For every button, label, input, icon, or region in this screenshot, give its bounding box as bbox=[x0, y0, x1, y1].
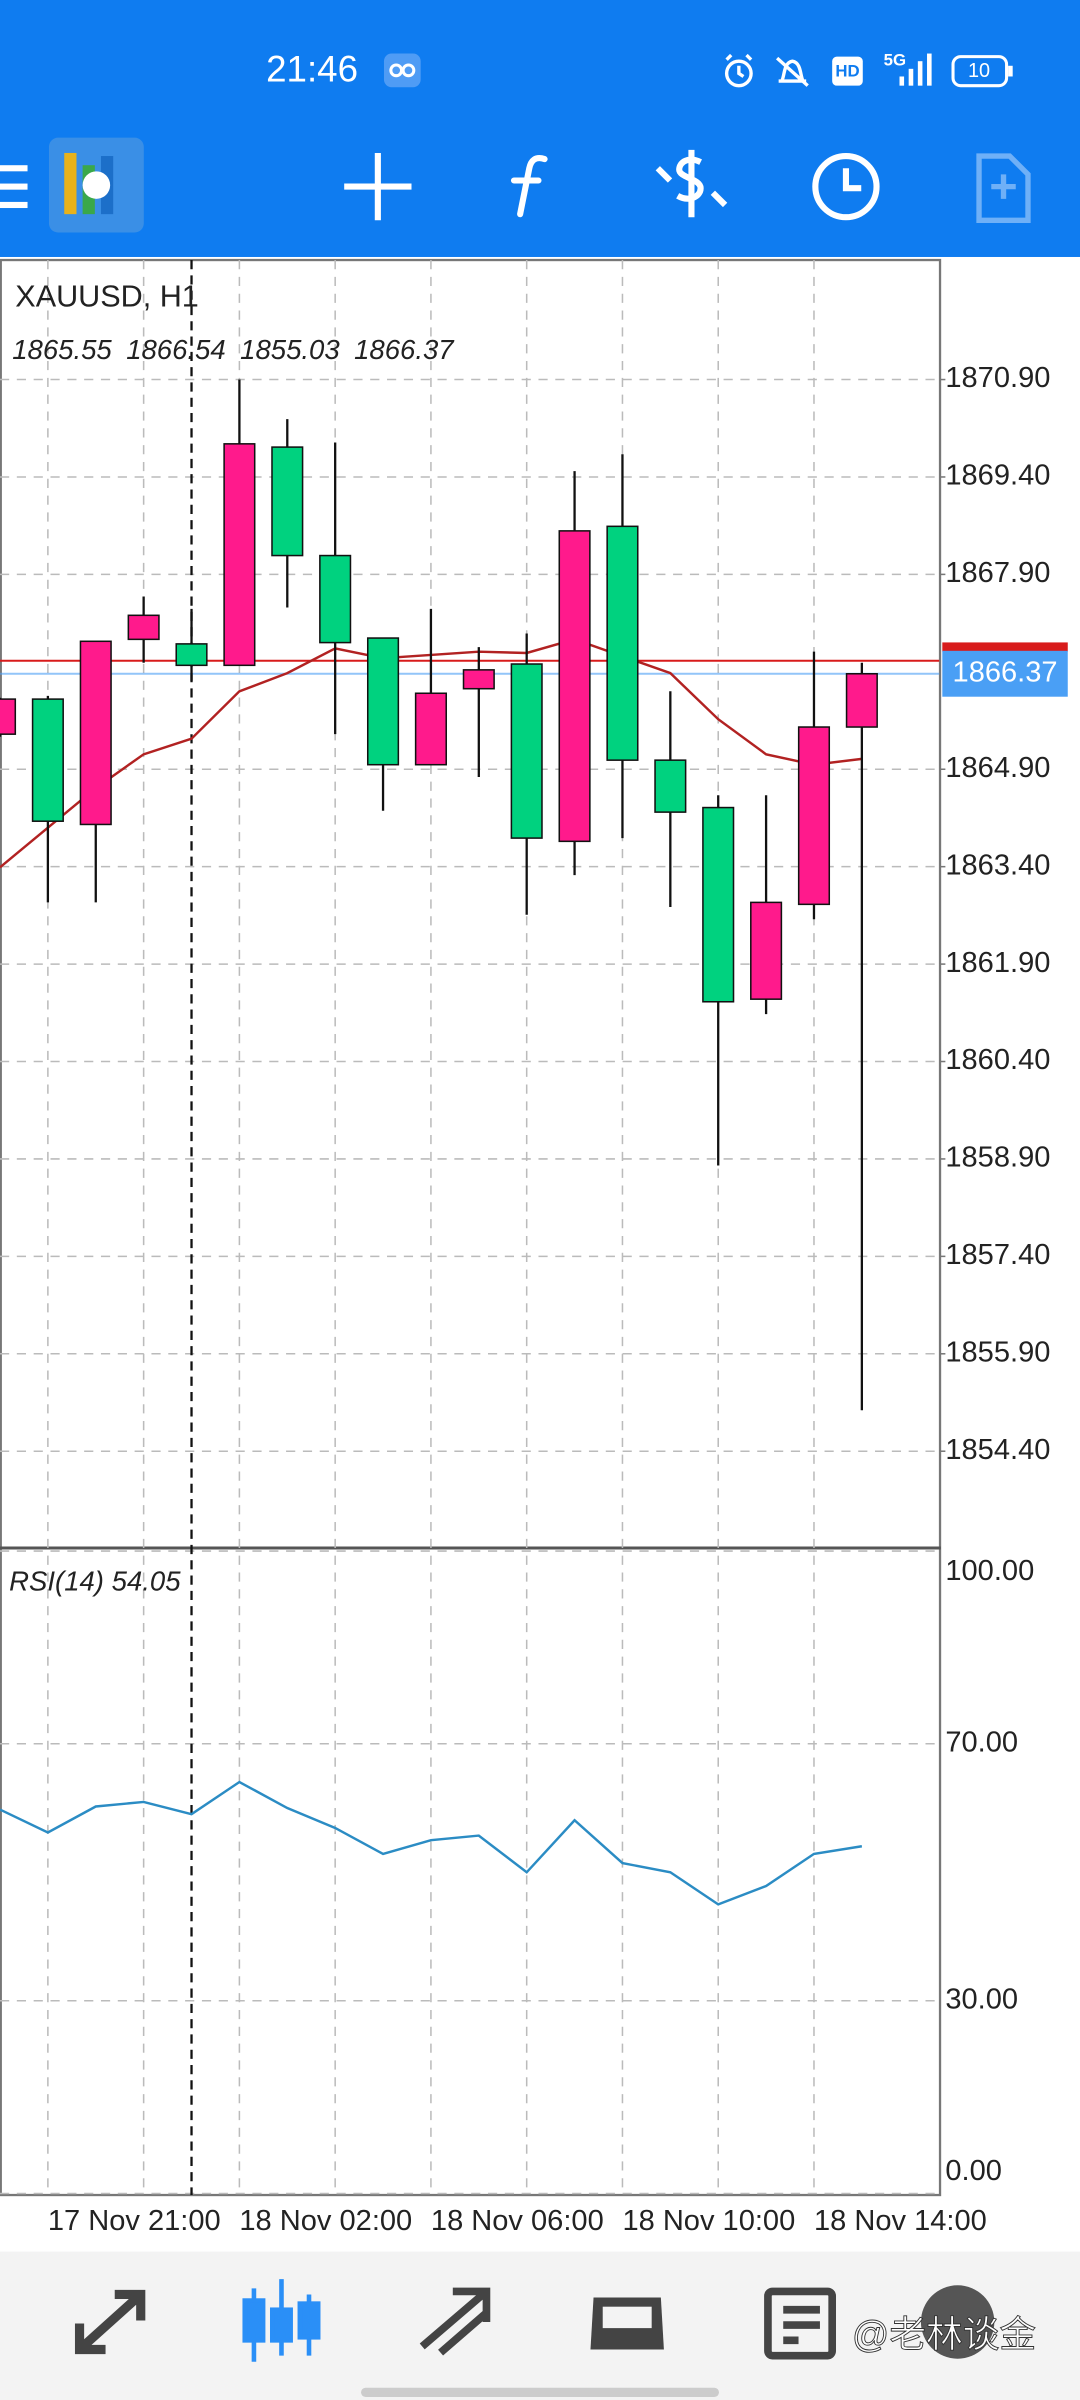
app-header bbox=[0, 0, 1080, 257]
battery-tip bbox=[1008, 65, 1013, 77]
crosshair-button[interactable] bbox=[344, 152, 412, 221]
chart-tab[interactable] bbox=[242, 2279, 321, 2362]
y-tick-label: 1869.40 bbox=[945, 460, 1050, 492]
battery-icon bbox=[951, 55, 1009, 88]
y-tick-label: 100.00 bbox=[945, 1555, 1034, 1587]
network-label: 5G bbox=[884, 51, 906, 70]
rsi-value: 54.05 bbox=[112, 1565, 182, 1596]
signal-icon bbox=[899, 53, 932, 86]
y-tick-label: 1855.90 bbox=[945, 1336, 1050, 1368]
mute-icon bbox=[775, 56, 809, 87]
chart-frame bbox=[0, 258, 942, 2197]
ohlc-close: 1866.37 bbox=[354, 334, 455, 365]
y-tick-label: 1861.90 bbox=[945, 947, 1050, 979]
candle-body bbox=[606, 525, 639, 761]
y-tick-label: 1860.40 bbox=[945, 1044, 1050, 1076]
new-order-button[interactable] bbox=[976, 153, 1031, 223]
ohlc-high: 1866.54 bbox=[126, 334, 225, 365]
infinity-icon bbox=[383, 53, 421, 88]
news-tab[interactable] bbox=[764, 2287, 837, 2360]
battery-level: 10 bbox=[968, 60, 990, 82]
home-indicator bbox=[361, 2387, 719, 2397]
hd-badge bbox=[832, 56, 863, 86]
y-tick-label: 1870.90 bbox=[945, 362, 1050, 394]
x-tick-label: 18 Nov 02:00 bbox=[239, 2205, 412, 2237]
menu-button[interactable] bbox=[0, 165, 28, 209]
candle-body bbox=[797, 726, 831, 906]
candle-body bbox=[366, 637, 400, 766]
candle-body bbox=[845, 673, 878, 728]
y-tick-label: 1867.90 bbox=[945, 557, 1050, 589]
candle-body bbox=[223, 443, 256, 667]
y-tick-label: 0.00 bbox=[945, 2155, 1002, 2187]
rsi-title: RSI(14) bbox=[9, 1565, 104, 1596]
clock: 21:46 bbox=[266, 49, 358, 90]
history-tab[interactable] bbox=[590, 2297, 664, 2350]
candle-body bbox=[702, 806, 735, 1003]
ask-price-box bbox=[942, 642, 1068, 652]
y-tick-label: 30.00 bbox=[945, 1983, 1018, 2015]
candle-body bbox=[127, 614, 160, 641]
hd-label: HD bbox=[835, 61, 859, 80]
bottom-nav bbox=[0, 2251, 1080, 2400]
y-tick-label: 1854.40 bbox=[945, 1434, 1050, 1466]
trade-button[interactable] bbox=[655, 149, 728, 218]
ohlc-open: 1865.55 bbox=[12, 334, 112, 365]
quotes-tab[interactable] bbox=[74, 2289, 146, 2355]
x-tick-label: 18 Nov 06:00 bbox=[431, 2205, 604, 2237]
x-tick-label: 17 Nov 21:00 bbox=[48, 2205, 221, 2237]
x-tick-label: 18 Nov 10:00 bbox=[622, 2205, 795, 2237]
candle-body bbox=[510, 663, 543, 839]
profile-tab[interactable] bbox=[920, 2285, 995, 2359]
y-tick-label: 1863.40 bbox=[945, 849, 1050, 881]
trade-tab[interactable] bbox=[419, 2287, 491, 2356]
candle-body bbox=[79, 640, 112, 826]
symbol-title: XAUUSD, H1 bbox=[15, 279, 199, 313]
candle-body bbox=[654, 759, 687, 813]
watermark: @老林谈金 bbox=[852, 2314, 1036, 2355]
y-tick-label: 1857.40 bbox=[945, 1239, 1050, 1271]
bid-price-box bbox=[942, 650, 1068, 697]
history-button[interactable] bbox=[812, 152, 880, 221]
candle-body bbox=[414, 692, 447, 766]
candle-body bbox=[31, 698, 64, 822]
candle-body bbox=[0, 698, 17, 735]
y-tick-label: 1864.90 bbox=[945, 752, 1050, 784]
candle-body bbox=[462, 669, 495, 690]
x-tick-label: 18 Nov 14:00 bbox=[814, 2205, 987, 2237]
y-tick-label: 70.00 bbox=[945, 1726, 1018, 1758]
indicators-button[interactable] bbox=[510, 155, 548, 218]
candle-body bbox=[750, 901, 783, 1000]
candle-body bbox=[175, 643, 208, 667]
ohlc-low: 1855.03 bbox=[240, 334, 340, 365]
rsi-line bbox=[0, 1780, 863, 1906]
candle-body bbox=[319, 554, 352, 644]
candle-body bbox=[271, 446, 304, 557]
alarm-icon bbox=[724, 53, 753, 88]
candle-body bbox=[558, 530, 591, 843]
y-tick-label: 1858.90 bbox=[945, 1142, 1050, 1174]
app-logo[interactable] bbox=[48, 137, 144, 233]
bid-price-label: 1866.37 bbox=[953, 656, 1058, 688]
plot-layer: 1870.90 1869.40 1867.90 1864.90 1863.40 1861.… bbox=[0, 260, 1068, 2237]
